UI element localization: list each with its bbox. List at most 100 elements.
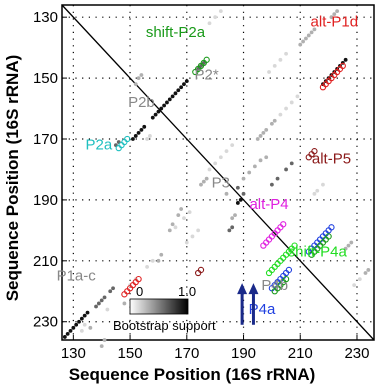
data-point [111, 286, 115, 291]
data-point [207, 21, 212, 26]
data-point [366, 268, 371, 272]
hollow-point [325, 233, 332, 240]
data-point [230, 143, 235, 147]
plot-frame [61, 4, 375, 341]
hollow-point [339, 62, 346, 70]
data-point [167, 228, 172, 233]
annotation-label: alt-P1d [311, 13, 359, 30]
data-point [218, 155, 223, 160]
data-point [85, 310, 90, 315]
data-point [267, 70, 271, 74]
data-point [346, 243, 351, 248]
hollow-point [291, 242, 298, 249]
colorbar-max-label: 1.0 [178, 284, 196, 299]
data-point [264, 127, 269, 132]
annotation-label: P4b [261, 277, 288, 294]
x-tick-label: 130 [61, 345, 86, 362]
y-tick-label: 190 [33, 192, 58, 209]
data-point [99, 344, 104, 348]
annotation-label: alt-P5 [312, 150, 351, 167]
hollow-point [203, 56, 210, 63]
arrow-head [248, 283, 259, 295]
data-point [304, 36, 308, 41]
data-point [170, 94, 175, 99]
data-point [247, 170, 252, 175]
data-point [176, 213, 181, 218]
data-point [99, 298, 104, 303]
arrow-head [237, 283, 248, 295]
data-point [201, 179, 206, 184]
y-tick-label: 230 [33, 314, 58, 331]
colorbar-gradient [129, 298, 189, 315]
data-point [136, 131, 141, 135]
hollow-point [328, 224, 335, 231]
data-point [275, 176, 280, 181]
data-point [162, 103, 167, 108]
hollow-point [280, 221, 287, 228]
hollow-point [135, 275, 142, 283]
data-point [255, 137, 260, 141]
data-point [165, 100, 169, 105]
data-point [258, 158, 263, 163]
data-point [278, 112, 283, 117]
data-point [343, 246, 348, 251]
data-point [145, 137, 149, 141]
data-point [321, 182, 325, 187]
data-points [62, 9, 371, 348]
data-point [68, 328, 73, 333]
data-point [176, 88, 181, 93]
annotation-label: alt-P4 [249, 196, 288, 213]
data-point [133, 82, 138, 87]
data-point [170, 222, 175, 227]
data-point [184, 79, 189, 84]
hollow-point [124, 135, 131, 143]
y-tick-label: 210 [33, 253, 58, 270]
data-point [218, 9, 223, 13]
data-point [258, 134, 263, 138]
data-point [79, 328, 84, 333]
data-point [94, 304, 98, 309]
data-point [96, 301, 101, 306]
data-point [238, 198, 243, 202]
hollow-point [197, 266, 205, 274]
data-point [329, 15, 334, 20]
data-point [284, 106, 288, 111]
data-point [230, 216, 235, 221]
data-point [241, 191, 246, 196]
data-point [82, 322, 87, 327]
x-tick-label: 170 [174, 345, 199, 362]
annotations: shift-P2a alt-P1d P2* P2b P2a alt-P5 P3 alt-P4 s… [57, 13, 358, 318]
data-point [332, 12, 337, 17]
data-point [224, 149, 229, 154]
hollow-point [311, 148, 318, 155]
data-point [264, 155, 269, 160]
data-point [131, 137, 135, 141]
grid-lines [62, 5, 374, 340]
arrows [237, 283, 259, 325]
data-point [230, 225, 235, 230]
data-point [74, 322, 79, 327]
data-point [298, 42, 303, 47]
data-point [179, 85, 184, 90]
data-point [343, 57, 348, 62]
data-point [77, 319, 81, 324]
data-point [352, 283, 357, 288]
data-point [349, 240, 354, 245]
data-point [133, 134, 138, 138]
data-point [301, 39, 305, 44]
data-point [312, 191, 317, 196]
data-point [150, 258, 155, 263]
data-point [156, 109, 161, 114]
x-tick-label: 210 [288, 345, 313, 362]
data-point [88, 325, 93, 330]
annotation-label: P2a [86, 137, 113, 154]
colorbar: 0 1.0 Bootstrap support [113, 284, 216, 333]
data-point [156, 258, 161, 263]
data-point [289, 161, 294, 166]
data-point [204, 176, 209, 181]
data-point [306, 33, 311, 38]
data-point [148, 134, 152, 138]
data-point [122, 301, 127, 306]
data-point [213, 161, 218, 166]
